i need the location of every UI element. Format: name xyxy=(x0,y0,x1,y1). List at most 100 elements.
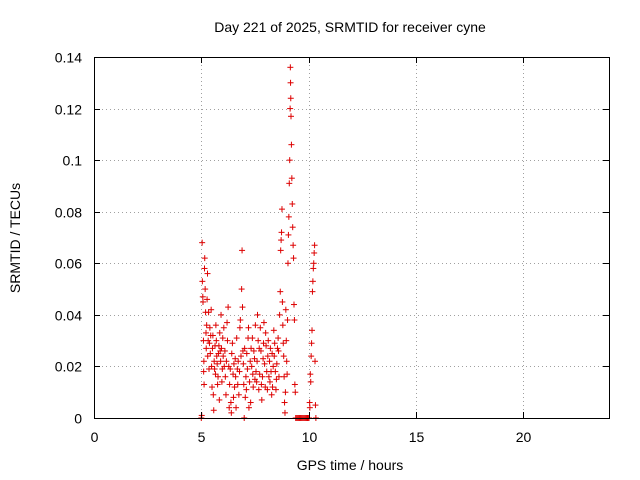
y-tick-label: 0.08 xyxy=(55,205,82,221)
data-point xyxy=(278,206,285,213)
data-point xyxy=(269,384,276,391)
data-point xyxy=(262,329,269,336)
data-point xyxy=(248,345,255,352)
data-point xyxy=(281,409,288,416)
y-axis-label: SRMTID / TECUs xyxy=(7,183,23,293)
data-point xyxy=(263,342,270,349)
data-point xyxy=(199,293,206,300)
data-point xyxy=(258,396,265,403)
data-point xyxy=(244,366,251,373)
data-point xyxy=(254,311,261,318)
x-tick-label: 15 xyxy=(409,429,425,445)
data-point xyxy=(306,404,313,411)
data-point xyxy=(219,335,226,342)
data-point xyxy=(224,337,231,344)
data-point xyxy=(287,79,294,86)
data-point xyxy=(275,373,282,380)
data-point xyxy=(258,381,265,388)
data-point xyxy=(231,384,238,391)
data-point xyxy=(280,353,287,360)
data-point xyxy=(228,350,235,357)
chart-title: Day 221 of 2025, SRMTID for receiver cyn… xyxy=(214,19,486,35)
data-point xyxy=(287,95,294,102)
data-point xyxy=(216,396,223,403)
data-point xyxy=(307,378,314,385)
data-point xyxy=(279,298,286,305)
data-point xyxy=(209,345,216,352)
data-point xyxy=(281,373,288,380)
data-point xyxy=(238,286,245,293)
data-point xyxy=(243,386,250,393)
axis-ticks xyxy=(94,57,609,419)
data-point xyxy=(287,113,294,120)
data-point xyxy=(236,324,243,331)
data-point xyxy=(283,337,290,344)
plot-frame xyxy=(94,57,610,419)
data-point xyxy=(239,247,246,254)
data-point xyxy=(211,358,218,365)
data-point xyxy=(207,350,214,357)
data-point xyxy=(309,327,316,334)
data-point xyxy=(230,394,237,401)
data-point xyxy=(242,373,249,380)
data-point xyxy=(283,358,290,365)
data-point xyxy=(205,309,212,316)
data-point xyxy=(226,404,233,411)
data-point xyxy=(250,384,257,391)
data-point xyxy=(201,255,208,262)
data-point xyxy=(273,360,280,367)
data-point xyxy=(282,306,289,313)
data-point xyxy=(214,360,221,367)
data-point xyxy=(216,329,223,336)
x-tick-label: 10 xyxy=(302,429,318,445)
data-point xyxy=(285,213,292,220)
data-point xyxy=(210,391,217,398)
data-point xyxy=(310,265,317,272)
data-point xyxy=(239,304,246,311)
data-point xyxy=(242,394,249,401)
data-point xyxy=(203,322,210,329)
data-point xyxy=(257,347,264,354)
x-tick-label: 5 xyxy=(198,429,206,445)
data-point xyxy=(210,407,217,414)
data-point xyxy=(236,368,243,375)
data-point xyxy=(234,381,241,388)
data-point xyxy=(245,404,252,411)
data-point xyxy=(270,327,277,334)
data-point xyxy=(237,317,244,324)
data-point xyxy=(230,371,237,378)
data-point xyxy=(230,360,237,367)
data-point xyxy=(288,141,295,148)
data-point xyxy=(272,386,279,393)
data-point xyxy=(290,301,297,308)
data-point xyxy=(291,381,298,388)
data-point xyxy=(264,386,271,393)
data-point xyxy=(209,384,216,391)
y-tick-label: 0.06 xyxy=(55,256,82,272)
data-point xyxy=(272,368,279,375)
data-point xyxy=(241,345,248,352)
data-point xyxy=(265,337,272,344)
data-point xyxy=(308,353,315,360)
data-point xyxy=(204,270,211,277)
data-point xyxy=(249,335,256,342)
data-point xyxy=(273,376,280,383)
data-point xyxy=(201,381,208,388)
data-point xyxy=(240,360,247,367)
data-point xyxy=(233,404,240,411)
data-point xyxy=(274,345,281,352)
data-point xyxy=(286,180,293,187)
data-point xyxy=(256,371,263,378)
data-point xyxy=(291,317,298,324)
data-point xyxy=(310,260,317,267)
data-point xyxy=(311,249,318,256)
data-point xyxy=(206,324,213,331)
data-point xyxy=(235,391,242,398)
data-point xyxy=(253,378,260,385)
data-point xyxy=(284,260,291,267)
data-point xyxy=(275,335,282,342)
y-tick-label: 0.14 xyxy=(55,50,82,66)
data-point xyxy=(280,340,287,347)
data-point xyxy=(271,340,278,347)
